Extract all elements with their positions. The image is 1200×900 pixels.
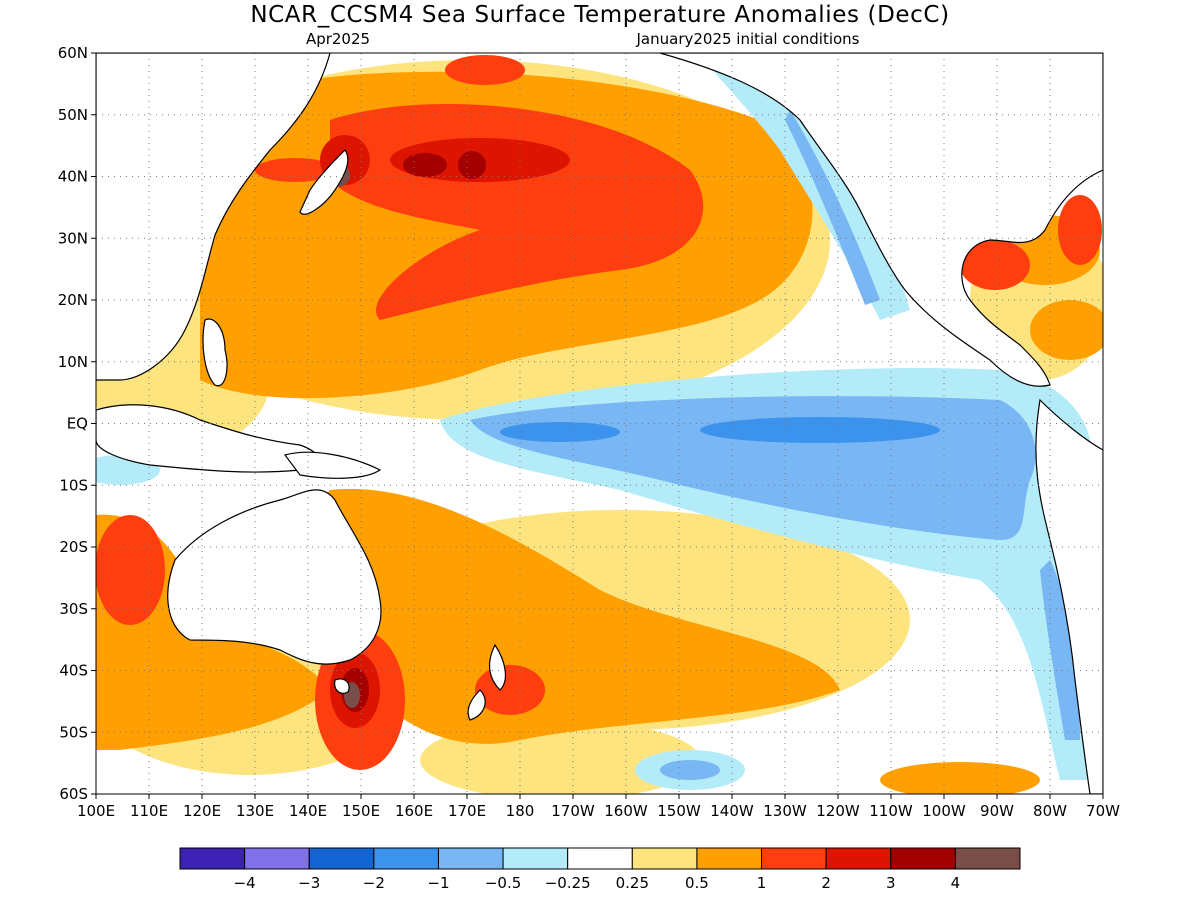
colorbar-swatch bbox=[437, 847, 504, 870]
lon-tick-label: 70W bbox=[1086, 802, 1120, 820]
longitude-axis: 100E 110E 120E 130E 140E 150E 160E 170E 180 170W 1… bbox=[77, 794, 1120, 820]
colorbar-tick-label: −1 bbox=[427, 874, 449, 892]
new-guinea-island bbox=[283, 451, 382, 479]
lon-tick-label: 150E bbox=[342, 802, 380, 820]
lon-tick-label: 110W bbox=[869, 802, 913, 820]
colorbar-swatch bbox=[696, 847, 763, 870]
colorbar-tick-label: −3 bbox=[298, 874, 320, 892]
lat-tick-label: 50N bbox=[58, 106, 88, 124]
south-america-landmass bbox=[1035, 398, 1103, 794]
north-america-landmass bbox=[659, 53, 1103, 387]
colorbar-swatch bbox=[373, 847, 439, 870]
asia-landmass bbox=[96, 53, 331, 381]
lon-tick-label: 140W bbox=[710, 802, 754, 820]
lat-tick-label: 60S bbox=[59, 785, 88, 803]
lon-tick-label: 170E bbox=[448, 802, 486, 820]
colorbar-tick-label: −4 bbox=[234, 874, 256, 892]
colorbar-swatch bbox=[179, 847, 246, 870]
colorbar-tick-label: 2 bbox=[821, 874, 831, 892]
japan-island bbox=[299, 149, 349, 215]
colorbar-tick-label: 0.25 bbox=[616, 874, 649, 892]
lat-tick-label: 40S bbox=[59, 662, 88, 680]
lon-tick-label: 170W bbox=[551, 802, 595, 820]
lon-tick-label: 120E bbox=[183, 802, 221, 820]
lon-tick-label: 150W bbox=[657, 802, 701, 820]
lon-tick-label: 80W bbox=[1033, 802, 1067, 820]
anomaly-band-minus-2-to-minus-1 bbox=[500, 417, 940, 443]
lat-tick-label: 20S bbox=[59, 538, 88, 556]
lon-tick-label: 100E bbox=[77, 802, 115, 820]
colorbar-tick-label: 0.5 bbox=[685, 874, 709, 892]
latitude-axis: 60N 50N 40N 30N 20N 10N EQ 10S 20S 30S 40S 50S 60S bbox=[58, 44, 96, 803]
colorbar-tick-label: −2 bbox=[363, 874, 385, 892]
lon-tick-label: 120W bbox=[816, 802, 860, 820]
lon-tick-label: 130W bbox=[763, 802, 807, 820]
lon-tick-label: 130E bbox=[236, 802, 274, 820]
lat-tick-label: EQ bbox=[67, 415, 88, 433]
lon-tick-label: 160W bbox=[604, 802, 648, 820]
colorbar-swatch bbox=[244, 847, 310, 870]
colorbar-tick-label: 4 bbox=[951, 874, 961, 892]
colorbar-swatch bbox=[890, 847, 956, 870]
colorbar-swatch bbox=[954, 847, 1021, 870]
anomaly-field bbox=[96, 53, 1103, 794]
colorbar-swatch bbox=[567, 847, 633, 870]
lon-tick-label: 160E bbox=[395, 802, 433, 820]
colorbar-swatch bbox=[631, 847, 698, 870]
colorbar-swatch bbox=[761, 847, 827, 870]
valid-month-label: Apr2025 bbox=[306, 30, 370, 48]
lon-tick-label: 100W bbox=[922, 802, 966, 820]
lat-tick-label: 10S bbox=[59, 476, 88, 494]
lat-tick-label: 20N bbox=[58, 291, 88, 309]
lon-tick-label: 180 bbox=[506, 802, 535, 820]
colorbar-swatch bbox=[825, 847, 892, 870]
australia-landmass bbox=[167, 489, 382, 665]
lat-tick-label: 10N bbox=[58, 353, 88, 371]
philippines-islands bbox=[202, 318, 228, 387]
lon-tick-label: 110E bbox=[130, 802, 168, 820]
lat-tick-label: 30S bbox=[59, 600, 88, 618]
lat-tick-label: 30N bbox=[58, 229, 88, 247]
lat-tick-label: 40N bbox=[58, 168, 88, 186]
colorbar-tick-label: 3 bbox=[886, 874, 896, 892]
lat-tick-label: 50S bbox=[59, 723, 88, 741]
map-title: NCAR_CCSM4 Sea Surface Temperature Anoma… bbox=[250, 2, 949, 28]
lon-tick-label: 140E bbox=[289, 802, 327, 820]
colorbar-tick-label: 1 bbox=[757, 874, 767, 892]
colorbar-tick-label: −0.25 bbox=[545, 874, 591, 892]
tasmania-island bbox=[334, 678, 350, 694]
colorbar-tick-label: −0.5 bbox=[485, 874, 521, 892]
colorbar-swatch bbox=[308, 847, 375, 870]
land-masses bbox=[96, 53, 1103, 794]
colorbar-swatch bbox=[502, 847, 569, 870]
colorbar: −4 −3 −2 −1 −0.5 −0.25 0.25 0.5 1 2 3 4 bbox=[179, 847, 1021, 892]
lat-tick-label: 60N bbox=[58, 44, 88, 62]
initial-conditions-label: January2025 initial conditions bbox=[636, 30, 860, 48]
lon-tick-label: 90W bbox=[980, 802, 1014, 820]
new-zealand-islands bbox=[467, 643, 507, 721]
